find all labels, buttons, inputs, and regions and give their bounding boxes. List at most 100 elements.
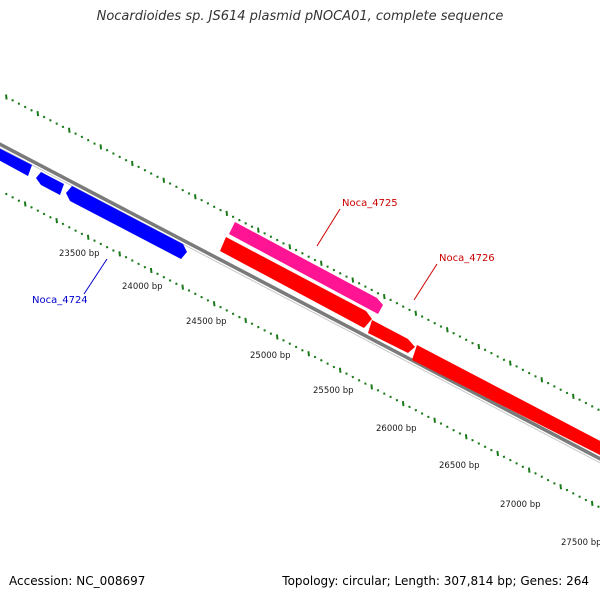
minor-tick	[17, 199, 21, 202]
minor-tick	[320, 359, 323, 362]
minor-tick	[282, 339, 285, 342]
gene-arrow-noca-4724[interactable]	[66, 186, 187, 259]
minor-tick	[269, 332, 273, 335]
major-tick	[401, 400, 405, 407]
minor-tick	[439, 325, 443, 328]
gene-arrow-forward[interactable]	[368, 320, 415, 353]
minor-tick	[553, 385, 556, 388]
gene-arrow-reverse[interactable]	[0, 146, 32, 176]
minor-tick	[124, 255, 128, 259]
minor-tick	[578, 495, 581, 498]
minor-tick	[515, 462, 518, 465]
major-tick	[131, 160, 134, 167]
minor-tick	[156, 272, 159, 276]
major-tick	[307, 351, 310, 357]
gene-label-noca-4726[interactable]: Noca_4726	[439, 253, 495, 264]
minor-tick	[597, 505, 600, 508]
minor-tick	[364, 285, 367, 288]
minor-tick	[452, 428, 455, 432]
minor-tick	[105, 245, 109, 249]
minor-tick	[395, 398, 399, 402]
major-tick	[477, 343, 481, 350]
minor-tick	[345, 275, 348, 278]
minor-tick	[389, 395, 392, 399]
minor-tick	[250, 322, 254, 325]
minor-tick	[5, 192, 8, 196]
minor-tick	[546, 478, 550, 482]
accession-text: Accession: NC_008697	[9, 574, 146, 588]
minor-tick	[49, 119, 52, 122]
major-tick	[181, 284, 184, 290]
minor-tick	[332, 365, 336, 369]
minor-tick	[326, 362, 329, 365]
minor-tick	[93, 142, 96, 145]
gene-arrow-noca-4726[interactable]	[412, 345, 600, 458]
minor-tick	[414, 408, 418, 412]
minor-tick	[584, 498, 588, 502]
major-tick	[559, 484, 562, 490]
gene-arrow-reverse[interactable]	[36, 172, 64, 195]
scale-label: 26000 bp	[376, 424, 417, 434]
minor-tick	[301, 252, 304, 255]
gene-label-noca-4725[interactable]: Noca_4725	[342, 198, 398, 209]
scale-label: 27500 bp	[561, 538, 600, 548]
minor-tick	[105, 148, 109, 152]
gene-arrow-forward[interactable]	[220, 237, 372, 328]
minor-tick	[80, 135, 84, 139]
minor-tick	[168, 279, 172, 282]
minor-tick	[376, 389, 380, 392]
minor-tick	[238, 315, 241, 319]
minor-tick	[131, 259, 134, 262]
minor-tick	[376, 292, 380, 295]
minor-tick	[521, 465, 525, 469]
minor-tick	[49, 216, 52, 219]
minor-tick	[427, 318, 430, 322]
scale-label: 27000 bp	[500, 500, 541, 510]
minor-tick	[408, 405, 411, 409]
major-tick	[338, 367, 342, 373]
minor-tick	[509, 458, 512, 462]
minor-tick	[55, 122, 58, 125]
minor-tick	[143, 168, 147, 172]
reverse-strand-genes	[0, 146, 187, 259]
minor-tick	[515, 365, 518, 368]
scale-label: 24500 bp	[186, 317, 227, 327]
major-tick	[225, 210, 229, 217]
minor-tick	[389, 298, 392, 302]
minor-tick	[175, 282, 178, 286]
major-tick	[68, 127, 71, 133]
major-tick	[5, 94, 8, 100]
minor-tick	[231, 215, 235, 219]
minor-tick	[86, 138, 90, 142]
minor-tick	[99, 242, 103, 246]
topology-text: Topology: circular; Length: 307,814 bp; …	[282, 574, 589, 588]
minor-tick	[364, 382, 367, 385]
minor-tick	[93, 239, 96, 242]
minor-tick	[175, 185, 178, 189]
minor-tick	[553, 482, 556, 485]
minor-tick	[206, 202, 210, 205]
minor-tick	[351, 375, 355, 379]
minor-tick	[502, 358, 506, 362]
major-tick	[194, 194, 197, 200]
minor-tick	[420, 412, 424, 415]
minor-tick	[357, 282, 361, 285]
minor-tick	[219, 305, 222, 309]
minor-tick	[559, 388, 562, 391]
gene-label-noca-4724[interactable]: Noca_4724	[32, 295, 88, 306]
major-tick	[162, 177, 166, 183]
minor-tick	[149, 172, 153, 175]
gene-arrow-noca-4725[interactable]	[229, 222, 383, 314]
major-tick	[257, 227, 260, 233]
gene-label-leaders	[83, 208, 438, 301]
minor-tick	[527, 371, 531, 375]
minor-tick	[578, 398, 581, 401]
minor-tick	[301, 349, 304, 352]
minor-tick	[496, 355, 499, 358]
minor-tick	[540, 475, 544, 478]
major-tick	[86, 234, 90, 240]
major-tick	[464, 434, 468, 440]
major-tick	[351, 277, 355, 283]
minor-tick	[584, 401, 588, 405]
minor-tick	[80, 232, 84, 236]
